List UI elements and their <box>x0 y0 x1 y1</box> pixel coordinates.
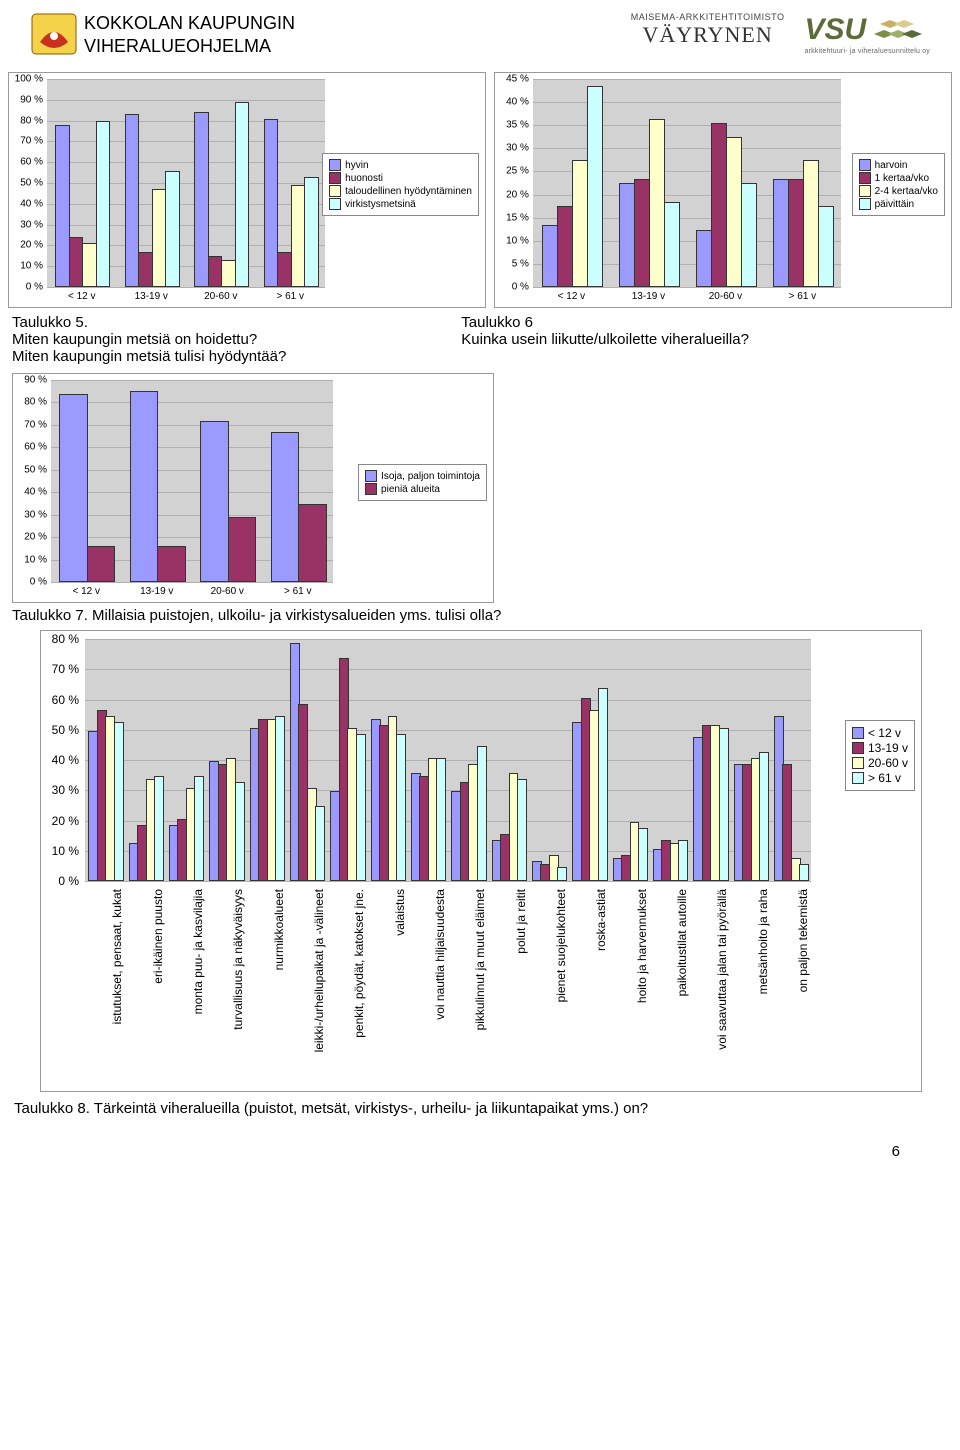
chart-5: 0 %10 %20 %30 %40 %50 %60 %70 %80 %90 %1… <box>8 72 486 308</box>
vayrynen-logo: MAISEMA-ARKKITEHTITOIMISTO VÄYRYNEN <box>631 12 785 48</box>
caption-7: Taulukko 7. Millaisia puistojen, ulkoilu… <box>0 603 960 630</box>
caption-5-line2: Miten kaupungin metsiä tulisi hyödyntää? <box>12 348 286 365</box>
vsu-subtitle: arkkitehtuuri- ja viheraluesunnittelu oy <box>804 48 930 55</box>
vayrynen-name: VÄYRYNEN <box>631 22 785 48</box>
caption-5-line1: Miten kaupungin metsiä on hoidettu? <box>12 331 257 348</box>
vsu-icon <box>872 12 928 48</box>
chart-7-section: 0 %10 %20 %30 %40 %50 %60 %70 %80 %90 %<… <box>0 371 960 603</box>
charts-row-5-6: 0 %10 %20 %30 %40 %50 %60 %70 %80 %90 %1… <box>0 68 960 308</box>
chart-8-section: 0 %10 %20 %30 %40 %50 %60 %70 %80 %istut… <box>0 630 960 1092</box>
caption-6: Taulukko 6 Kuinka usein liikutte/ulkoile… <box>461 314 948 365</box>
city-crest-icon <box>30 12 78 60</box>
chart-8: 0 %10 %20 %30 %40 %50 %60 %70 %80 %istut… <box>40 630 922 1092</box>
page-number: 6 <box>0 1123 960 1170</box>
header-logos: MAISEMA-ARKKITEHTITOIMISTO VÄYRYNEN VSU … <box>631 12 930 55</box>
vayrynen-subtitle: MAISEMA-ARKKITEHTITOIMISTO <box>631 12 785 22</box>
chart-7: 0 %10 %20 %30 %40 %50 %60 %70 %80 %90 %<… <box>12 373 494 603</box>
caption-5-title: Taulukko 5. <box>12 314 88 331</box>
caption-6-title: Taulukko 6 <box>461 314 533 331</box>
header-title: KOKKOLAN KAUPUNGIN VIHERALUEOHJELMA <box>84 12 295 57</box>
vsu-logo: VSU arkkitehtuuri- ja viheraluesunnittel… <box>804 12 930 55</box>
caption-8: Taulukko 8. Tärkeintä viheralueilla (pui… <box>0 1092 960 1123</box>
caption-6-line1: Kuinka usein liikutte/ulkoilette viheral… <box>461 331 749 348</box>
document-header: KOKKOLAN KAUPUNGIN VIHERALUEOHJELMA MAIS… <box>0 0 960 68</box>
chart-6: 0 %5 %10 %15 %20 %25 %30 %35 %40 %45 %< … <box>494 72 952 308</box>
header-line2: VIHERALUEOHJELMA <box>84 35 295 58</box>
header-line1: KOKKOLAN KAUPUNGIN <box>84 12 295 35</box>
captions-5-6: Taulukko 5. Miten kaupungin metsiä on ho… <box>0 308 960 371</box>
vsu-text: VSU <box>804 13 866 47</box>
caption-5: Taulukko 5. Miten kaupungin metsiä on ho… <box>12 314 461 365</box>
